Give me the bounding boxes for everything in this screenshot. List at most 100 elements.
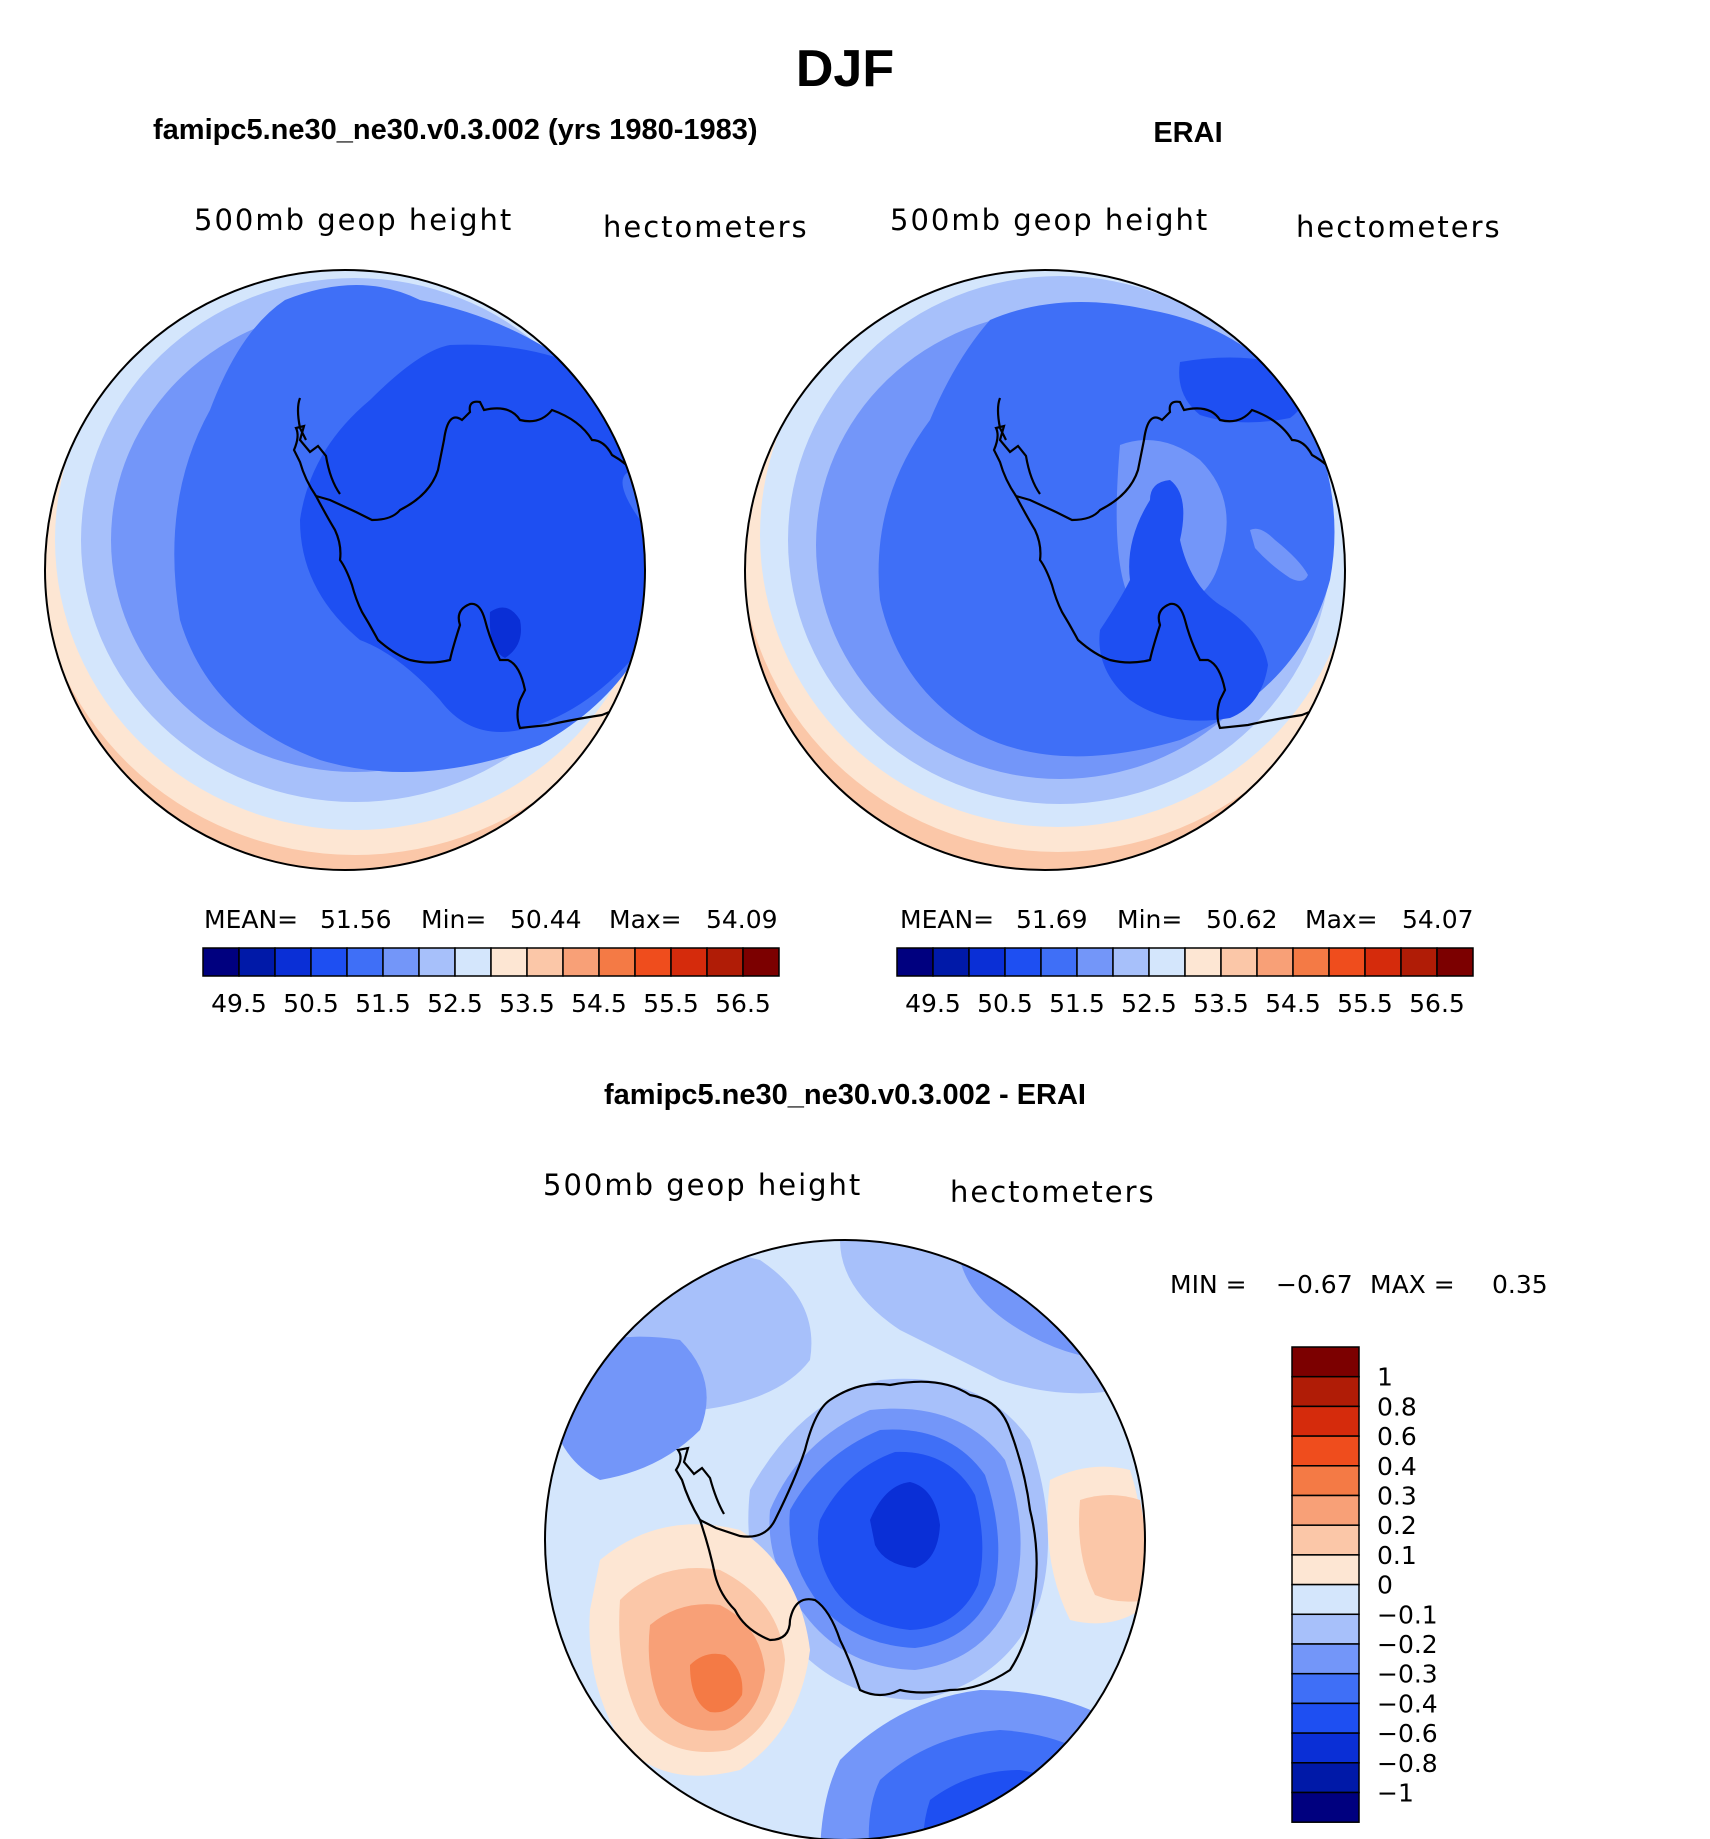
- diff-map-border: [544, 1239, 1146, 1839]
- diff-colorbar-swatch-15: [1291, 1791, 1360, 1823]
- obs-contour-50.5: [1099, 480, 1268, 721]
- diff-contour-minus0.6-center: [870, 1482, 940, 1568]
- model-colorbar-swatch-3: [310, 947, 348, 977]
- diff-variable-label: 500mb geop height: [543, 1168, 862, 1202]
- obs-colorbar-swatch-8: [1184, 947, 1222, 977]
- model-max-value: 54.09: [706, 905, 778, 934]
- obs-colorbar-tick: 50.5: [977, 989, 1033, 1018]
- obs-min-value: 50.62: [1206, 905, 1278, 934]
- diff-colorbar-tick: −0.8: [1377, 1749, 1438, 1778]
- diff-colorbar-swatch-0: [1291, 1346, 1360, 1378]
- panel-model: famipc5.ne30_ne30.v0.3.002 (yrs 1980-198…: [44, 114, 809, 1018]
- panel-diff: famipc5.ne30_ne30.v0.3.002 - ERAI 500mb …: [543, 1079, 1548, 1839]
- diff-colorbar-swatch-2: [1291, 1405, 1360, 1437]
- obs-map: [745, 270, 1345, 870]
- obs-colorbar-swatch-13: [1364, 947, 1402, 977]
- diff-map: [545, 1240, 1145, 1839]
- diff-colorbar-tick: −0.4: [1377, 1689, 1438, 1718]
- model-map: [45, 270, 645, 870]
- obs-units-label: hectometers: [1296, 210, 1502, 244]
- obs-colorbar-swatch-11: [1292, 947, 1330, 977]
- diff-colorbar-tick: 0: [1377, 1571, 1393, 1600]
- model-panel-title: famipc5.ne30_ne30.v0.3.002 (yrs 1980-198…: [153, 114, 758, 146]
- diff-colorbar-swatch-7: [1291, 1554, 1360, 1586]
- diff-contour-plus0.3-west: [690, 1653, 743, 1713]
- model-max-label: Max=: [609, 905, 682, 934]
- obs-contour-52-inner: [1250, 528, 1308, 581]
- model-colorbar-swatch-5: [382, 947, 420, 977]
- diff-stats: MIN = −0.67 MAX = 0.35: [1170, 1270, 1548, 1299]
- obs-colorbar-tick: 51.5: [1049, 989, 1105, 1018]
- diff-colorbar-tick: 0.2: [1377, 1511, 1417, 1540]
- model-colorbar-tick: 56.5: [715, 989, 771, 1018]
- obs-colorbar-swatch-3: [1004, 947, 1042, 977]
- model-colorbar-tick: 51.5: [355, 989, 411, 1018]
- diff-colorbar-swatch-9: [1291, 1613, 1360, 1645]
- model-colorbar: 49.5 50.5 51.5 52.5 53.5 54.5 55.5 56.5: [202, 947, 780, 1018]
- diff-colorbar-tick: −1: [1377, 1779, 1414, 1808]
- obs-map-border: [744, 269, 1346, 871]
- obs-colorbar: 49.5 50.5 51.5 52.5 53.5 54.5 55.5 56.5: [896, 947, 1474, 1018]
- obs-min-label: Min=: [1117, 905, 1182, 934]
- model-colorbar-tick: 50.5: [283, 989, 339, 1018]
- model-colorbar-swatch-4: [346, 947, 384, 977]
- obs-colorbar-tick: 53.5: [1193, 989, 1249, 1018]
- obs-colorbar-swatch-10: [1256, 947, 1294, 977]
- model-colorbar-swatch-6: [418, 947, 456, 977]
- model-colorbar-tick: 54.5: [571, 989, 627, 1018]
- diff-colorbar-tick: 0.4: [1377, 1452, 1417, 1481]
- obs-coastline-peninsula: [992, 397, 1041, 497]
- obs-panel-title: ERAI: [1153, 117, 1222, 149]
- panel-obs: ERAI 500mb geop height hectometers MEAN=…: [744, 117, 1502, 1018]
- obs-mean-value: 51.69: [1016, 905, 1088, 934]
- model-units-label: hectometers: [603, 210, 809, 244]
- model-colorbar-swatch-0: [202, 947, 240, 977]
- diff-colorbar-swatch-12: [1291, 1702, 1360, 1734]
- model-colorbar-tick: 49.5: [211, 989, 267, 1018]
- model-stats: MEAN= 51.56 Min= 50.44 Max= 54.09: [204, 905, 778, 934]
- diff-colorbar-tick: 0.6: [1377, 1422, 1417, 1451]
- model-min-value: 50.44: [510, 905, 582, 934]
- obs-colorbar-swatch-5: [1076, 947, 1114, 977]
- obs-colorbar-swatch-4: [1040, 947, 1078, 977]
- obs-colorbar-swatch-2: [968, 947, 1006, 977]
- model-colorbar-swatch-7: [454, 947, 492, 977]
- model-contour-51: [300, 344, 645, 733]
- diff-colorbar-swatch-1: [1291, 1375, 1360, 1408]
- model-colorbar-swatch-14: [706, 947, 744, 977]
- diff-coastline-peninsula: [674, 1446, 725, 1521]
- diff-contour-plus0.1-east: [1079, 1495, 1145, 1602]
- model-mean-value: 51.56: [320, 905, 392, 934]
- diff-colorbar-swatch-11: [1291, 1672, 1360, 1705]
- model-colorbar-swatch-12: [634, 947, 672, 977]
- diff-min-label: MIN =: [1170, 1270, 1247, 1299]
- diff-contour-minus0.6-south: [990, 1809, 1080, 1839]
- diff-colorbar-swatch-8: [1291, 1583, 1360, 1616]
- obs-max-label: Max=: [1305, 905, 1378, 934]
- model-colorbar-swatch-11: [598, 947, 636, 977]
- diff-coastline: [698, 1380, 1038, 1697]
- diff-colorbar-tick: −0.2: [1377, 1630, 1438, 1659]
- model-colorbar-swatch-9: [526, 947, 564, 977]
- diff-panel-title: famipc5.ne30_ne30.v0.3.002 - ERAI: [604, 1079, 1086, 1111]
- obs-colorbar-swatch-12: [1328, 947, 1366, 977]
- obs-colorbar-swatch-1: [932, 947, 970, 977]
- model-map-border: [44, 269, 646, 871]
- figure-title: DJF: [796, 40, 894, 98]
- obs-max-value: 54.07: [1402, 905, 1474, 934]
- model-colorbar-swatch-15: [742, 947, 780, 977]
- model-variable-label: 500mb geop height: [194, 203, 513, 237]
- obs-colorbar-tick: 49.5: [905, 989, 961, 1018]
- obs-colorbar-swatch-15: [1436, 947, 1474, 977]
- model-colorbar-swatch-2: [274, 947, 312, 977]
- model-colorbar-tick: 52.5: [427, 989, 483, 1018]
- diff-colorbar-tick: 1: [1377, 1363, 1393, 1392]
- model-colorbar-swatch-8: [490, 947, 528, 977]
- diff-colorbar-swatch-5: [1291, 1494, 1360, 1526]
- obs-colorbar-tick: 54.5: [1265, 989, 1321, 1018]
- model-colorbar-tick: 53.5: [499, 989, 555, 1018]
- obs-colorbar-swatch-9: [1220, 947, 1258, 977]
- diff-colorbar-swatch-6: [1291, 1524, 1360, 1556]
- obs-variable-label: 500mb geop height: [890, 203, 1209, 237]
